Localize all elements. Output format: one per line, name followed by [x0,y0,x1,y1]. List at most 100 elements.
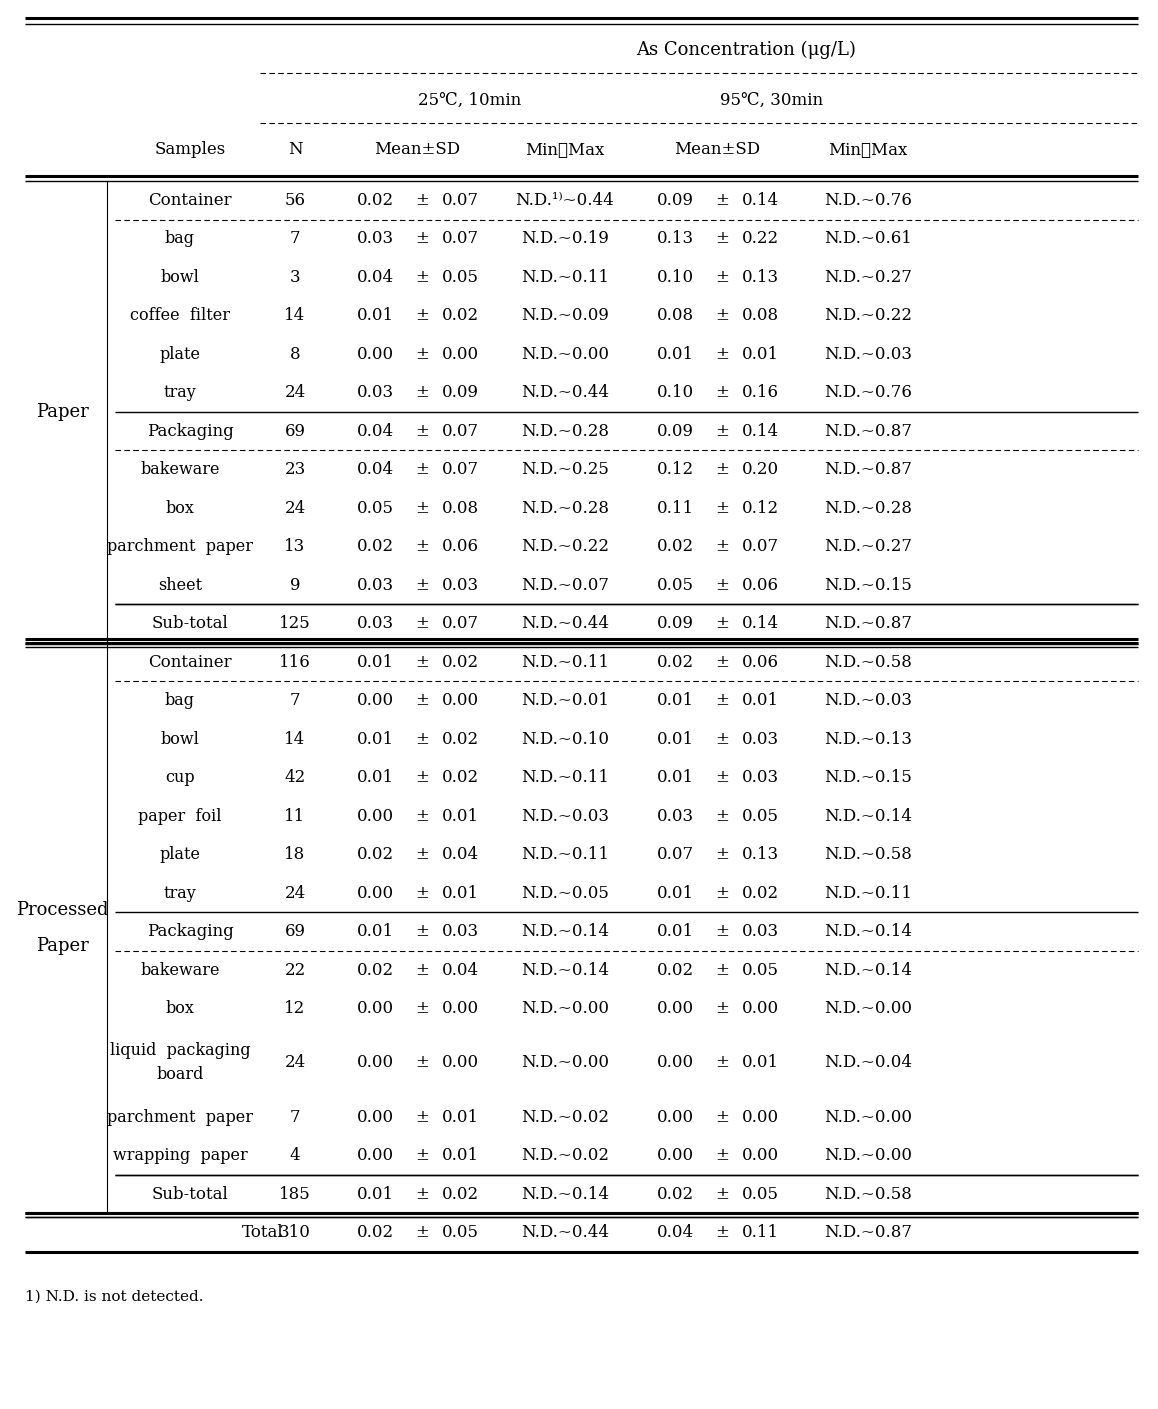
Text: N.D.~0.87: N.D.~0.87 [824,423,913,440]
Text: 0.03: 0.03 [357,616,394,633]
Text: box: box [166,500,195,517]
Text: Processed: Processed [16,902,108,919]
Text: plate: plate [160,847,200,864]
Text: ±: ± [714,731,728,748]
Text: N.D.~0.76: N.D.~0.76 [824,385,913,402]
Text: ±: ± [415,1054,428,1071]
Text: 18: 18 [285,847,306,864]
Text: 0.02: 0.02 [657,538,694,555]
Text: ±: ± [415,847,428,864]
Text: 0.00: 0.00 [657,1109,694,1126]
Text: 0.12: 0.12 [657,461,694,478]
Text: 0.00: 0.00 [357,1147,394,1164]
Text: wrapping  paper: wrapping paper [112,1147,248,1164]
Text: tray: tray [163,885,197,902]
Text: 0.03: 0.03 [357,230,394,247]
Text: N.D.~0.14: N.D.~0.14 [521,923,609,940]
Text: N.D.~0.44: N.D.~0.44 [521,385,609,402]
Text: N.D.~0.14: N.D.~0.14 [521,962,609,979]
Text: N.D.~0.44: N.D.~0.44 [521,616,609,633]
Text: 0.00: 0.00 [741,1000,778,1017]
Text: 0.01: 0.01 [441,1109,478,1126]
Text: ±: ± [415,731,428,748]
Text: 7: 7 [290,692,300,709]
Text: ±: ± [415,192,428,209]
Text: cup: cup [166,769,195,786]
Text: 14: 14 [285,307,306,324]
Text: 0.00: 0.00 [657,1054,694,1071]
Text: 0.13: 0.13 [657,230,694,247]
Text: 0.01: 0.01 [357,923,394,940]
Text: 0.01: 0.01 [357,731,394,748]
Text: bakeware: bakeware [140,461,220,478]
Text: ±: ± [714,461,728,478]
Text: 0.01: 0.01 [357,307,394,324]
Text: bag: bag [164,692,195,709]
Text: ±: ± [415,307,428,324]
Text: Samples: Samples [154,141,226,158]
Text: Min∾Max: Min∾Max [828,141,908,158]
Text: Packaging: Packaging [147,923,234,940]
Text: 0.02: 0.02 [657,962,694,979]
Text: N.D.~0.44: N.D.~0.44 [521,1224,609,1241]
Text: ±: ± [714,538,728,555]
Text: ±: ± [415,885,428,902]
Text: 0.03: 0.03 [741,769,778,786]
Text: ±: ± [415,500,428,517]
Text: 0.00: 0.00 [357,1109,394,1126]
Text: 7: 7 [290,230,300,247]
Text: Mean±SD: Mean±SD [674,141,761,158]
Text: ±: ± [415,576,428,593]
Text: 0.05: 0.05 [357,500,394,517]
Text: 0.03: 0.03 [657,807,694,824]
Text: 0.04: 0.04 [357,423,394,440]
Text: As Concentration (μg/L): As Concentration (μg/L) [637,41,857,59]
Text: N.D.~0.14: N.D.~0.14 [824,923,913,940]
Text: 0.02: 0.02 [441,1186,478,1203]
Text: liquid  packaging: liquid packaging [110,1043,250,1060]
Text: 56: 56 [285,192,306,209]
Text: 0.07: 0.07 [441,230,478,247]
Text: 0.13: 0.13 [741,847,778,864]
Text: ±: ± [415,962,428,979]
Text: 0.14: 0.14 [741,192,778,209]
Text: 185: 185 [279,1186,310,1203]
Text: ±: ± [415,230,428,247]
Text: plate: plate [160,345,200,362]
Text: 0.01: 0.01 [357,1186,394,1203]
Text: N.D.~0.58: N.D.~0.58 [824,847,913,864]
Text: 0.06: 0.06 [741,654,778,671]
Text: Sub-total: Sub-total [152,1186,228,1203]
Text: board: board [156,1067,204,1084]
Text: 0.05: 0.05 [441,269,478,286]
Text: parchment  paper: parchment paper [107,538,252,555]
Text: N.D.~0.00: N.D.~0.00 [521,1000,609,1017]
Text: ±: ± [415,1224,428,1241]
Text: 0.10: 0.10 [657,385,694,402]
Text: ±: ± [714,885,728,902]
Text: 0.01: 0.01 [441,1147,478,1164]
Text: 22: 22 [285,962,306,979]
Text: N.D.~0.19: N.D.~0.19 [521,230,609,247]
Text: N.D.~0.11: N.D.~0.11 [521,269,609,286]
Text: 95℃, 30min: 95℃, 30min [720,92,823,108]
Text: 0.03: 0.03 [741,731,778,748]
Text: 0.00: 0.00 [657,1000,694,1017]
Text: ±: ± [415,654,428,671]
Text: 0.05: 0.05 [441,1224,478,1241]
Text: ±: ± [415,923,428,940]
Text: N.D.~0.22: N.D.~0.22 [824,307,913,324]
Text: N.D.~0.87: N.D.~0.87 [824,1224,913,1241]
Text: 24: 24 [285,885,306,902]
Text: ±: ± [714,692,728,709]
Text: ±: ± [714,1000,728,1017]
Text: 12: 12 [285,1000,306,1017]
Text: 24: 24 [285,385,306,402]
Text: 11: 11 [285,807,306,824]
Text: Min∾Max: Min∾Max [526,141,604,158]
Text: 0.04: 0.04 [441,962,478,979]
Text: N.D.~0.22: N.D.~0.22 [521,538,609,555]
Text: 0.00: 0.00 [441,692,478,709]
Text: ±: ± [714,576,728,593]
Text: 0.08: 0.08 [441,500,478,517]
